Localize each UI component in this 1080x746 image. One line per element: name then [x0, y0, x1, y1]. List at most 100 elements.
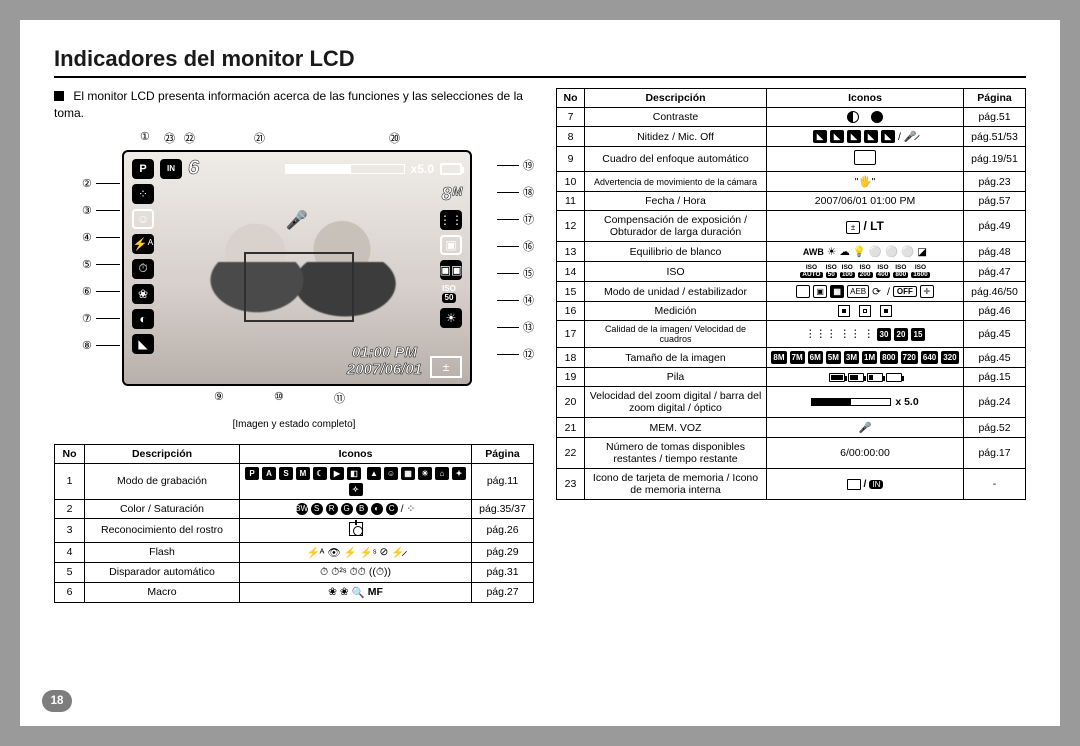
icons-face [240, 518, 472, 542]
icons-imgsize: 8M 7M 6M 5M 3M 1M 800 720 640 320 [767, 348, 964, 368]
table-row: 12 Compensación de exposición / Obturado… [557, 211, 1026, 242]
diagram-caption: [Imagen y estado completo] [54, 419, 534, 430]
zoom-bar-icon [285, 164, 405, 174]
ev-icon: ± [430, 356, 462, 378]
face-detect-icon: ☺ [132, 209, 154, 229]
table-row: 4 Flash ⚡ᴬ👁⚡⚡ˢ⊘⚡̷ pág.29 [55, 542, 534, 562]
time-text: 01:00 PM [347, 344, 422, 361]
icons-wb: AWB☀☁💡⚪⚪⚪◪ [767, 242, 964, 262]
callout-8: ⑧ [82, 332, 120, 359]
callout-6: ⑥ [82, 278, 120, 305]
callout-9: ⑨ [214, 390, 224, 403]
callout-22: ㉒ [184, 130, 195, 146]
icons-mode: PASM☾▶◧ ▲☺▦☀⌂✦✧ [240, 463, 472, 499]
icons-flash: ⚡ᴬ👁⚡⚡ˢ⊘⚡̷ [240, 542, 472, 562]
lcd-top-row: P IN 6 x5.0 [132, 158, 462, 180]
table-row: 17 Calidad de la imagen/ Velocidad de cu… [557, 321, 1026, 348]
callout-3: ③ [82, 197, 120, 224]
callout-21: ㉑ [254, 130, 265, 146]
table-row: 3 Reconocimiento del rostro pág.26 [55, 518, 534, 542]
left-column: El monitor LCD presenta información acer… [54, 88, 534, 603]
table-row: 2 Color / Saturación BWSRGB◐C/⁘ pág.35/3… [55, 499, 534, 518]
callout-17: ⑰ [497, 206, 534, 233]
table-row: 10 Advertencia de movimiento de la cámar… [557, 172, 1026, 192]
shot-count: 6 [188, 157, 199, 180]
icons-zoom: x 5.0 [767, 387, 964, 418]
icons-shotsleft: 6/00:00:00 [767, 438, 964, 469]
callout-4: ④ [82, 224, 120, 251]
microphone-icon: 🎤 [286, 210, 308, 231]
macro-icon: ❀ [132, 284, 154, 304]
quality-icon: ⋮⋮ [440, 210, 462, 230]
table-row: 1 Modo de grabación PASM☾▶◧ ▲☺▦☀⌂✦✧ pág.… [55, 463, 534, 499]
left-callouts: ② ③ ④ ⑤ ⑥ ⑦ ⑧ [82, 170, 120, 359]
lcd-diagram: ① ㉓ ㉒ ㉑ ⑳ ② ③ ④ ⑤ ⑥ ⑦ ⑧ [54, 130, 534, 440]
page-title: Indicadores del monitor LCD [54, 46, 1026, 78]
mode-p-icon: P [132, 159, 154, 179]
table-row: 11 Fecha / Hora 2007/06/01 01:00 PM pág.… [557, 192, 1026, 211]
lcd-right-icons: 8ᴹ ⋮⋮ ▣ ▣▣ ISO 50 ☀ [436, 184, 462, 328]
th-no: No [55, 444, 85, 463]
table-row: 13 Equilibrio de blanco AWB☀☁💡⚪⚪⚪◪ pág.4… [557, 242, 1026, 262]
intro-text: El monitor LCD presenta información acer… [54, 88, 534, 122]
table-row: 23 Icono de tarjeta de memoria / Icono d… [557, 469, 1026, 500]
table-header: No Descripción Iconos Página [55, 444, 534, 463]
right-table: No Descripción Iconos Página 7 Contraste… [556, 88, 1026, 500]
callout-1: ① [140, 130, 150, 143]
iso-icon: ISO 50 [436, 285, 462, 303]
th-pagina: Página [472, 444, 534, 463]
table-row: 21 MEM. VOZ 🎤 pág.52 [557, 418, 1026, 438]
sharpness-icon: ◣ [132, 334, 154, 354]
timer-icon: ⏱ [132, 259, 154, 279]
date-text: 2007/06/01 [347, 361, 422, 378]
lcd-screen: 🎤 P IN 6 x5.0 ⁘ ☺ ⚡ᴬ ⏱ ❀ [122, 150, 472, 386]
table-row: 7 Contraste pág.51 [557, 108, 1026, 127]
datetime-block: 01:00 PM 2007/06/01 [347, 344, 422, 378]
th-iconos: Iconos [240, 444, 472, 463]
icons-battery [767, 368, 964, 387]
color-icon: ⁘ [132, 184, 154, 204]
table-row: 6 Macro ❀❀🔍MF pág.27 [55, 582, 534, 602]
drive-icon: ▣▣ [440, 260, 462, 280]
table-header: No Descripción Iconos Página [557, 89, 1026, 108]
wb-icon: ☀ [440, 308, 462, 328]
flash-icon: ⚡ᴬ [132, 234, 154, 254]
icons-iso: ISOAUTO ISO50 ISO100 ISO200 ISO400 ISO80… [767, 262, 964, 282]
table-row: 16 Medición pág.46 [557, 302, 1026, 321]
callout-15: ⑮ [497, 260, 534, 287]
callout-13: ⑬ [497, 314, 534, 341]
callout-7: ⑦ [82, 305, 120, 332]
callout-14: ⑭ [497, 287, 534, 314]
lcd-left-icons: ⁘ ☺ ⚡ᴬ ⏱ ❀ ◐ ◣ [132, 184, 154, 354]
columns: El monitor LCD presenta información acer… [54, 88, 1026, 603]
callout-11: ⑪ [334, 390, 345, 406]
table-row: 19 Pila pág.15 [557, 368, 1026, 387]
icons-af-box [767, 147, 964, 172]
table-row: 5 Disparador automático ⏱⏱²ˢ⏱⏱((⏱)) pág.… [55, 562, 534, 582]
page-number: 18 [42, 690, 72, 712]
right-column: No Descripción Iconos Página 7 Contraste… [556, 88, 1026, 603]
focus-box-icon [244, 252, 354, 322]
metering-icon: ▣ [440, 235, 462, 255]
table-row: 15 Modo de unidad / estabilizador ▣▦AEB⟳… [557, 282, 1026, 302]
icons-sharpness: ◣◣◣◣◣/🎤̷ [767, 127, 964, 147]
callout-16: ⑯ [497, 233, 534, 260]
icons-macro: ❀❀🔍MF [240, 582, 472, 602]
right-callouts: ⑲ ⑱ ⑰ ⑯ ⑮ ⑭ ⑬ ⑫ [497, 152, 534, 368]
th-desc: Descripción [85, 444, 240, 463]
icons-metering [767, 302, 964, 321]
battery-icon [440, 163, 462, 175]
icons-drive: ▣▦AEB⟳ /OFF✛ [767, 282, 964, 302]
page: Indicadores del monitor LCD El monitor L… [20, 20, 1060, 726]
icons-memvoz: 🎤 [767, 418, 964, 438]
table-row: 18 Tamaño de la imagen 8M 7M 6M 5M 3M 1M… [557, 348, 1026, 368]
table-row: 20 Velocidad del zoom digital / barra de… [557, 387, 1026, 418]
callout-2: ② [82, 170, 120, 197]
zoom-text: x5.0 [411, 162, 434, 176]
callout-12: ⑫ [497, 341, 534, 368]
callout-5: ⑤ [82, 251, 120, 278]
table-row: 8 Nitidez / Mic. Off ◣◣◣◣◣/🎤̷ pág.51/53 [557, 127, 1026, 147]
intro-content: El monitor LCD presenta información acer… [54, 89, 523, 120]
table-row: 14 ISO ISOAUTO ISO50 ISO100 ISO200 ISO40… [557, 262, 1026, 282]
memory-icon: IN [160, 159, 182, 179]
